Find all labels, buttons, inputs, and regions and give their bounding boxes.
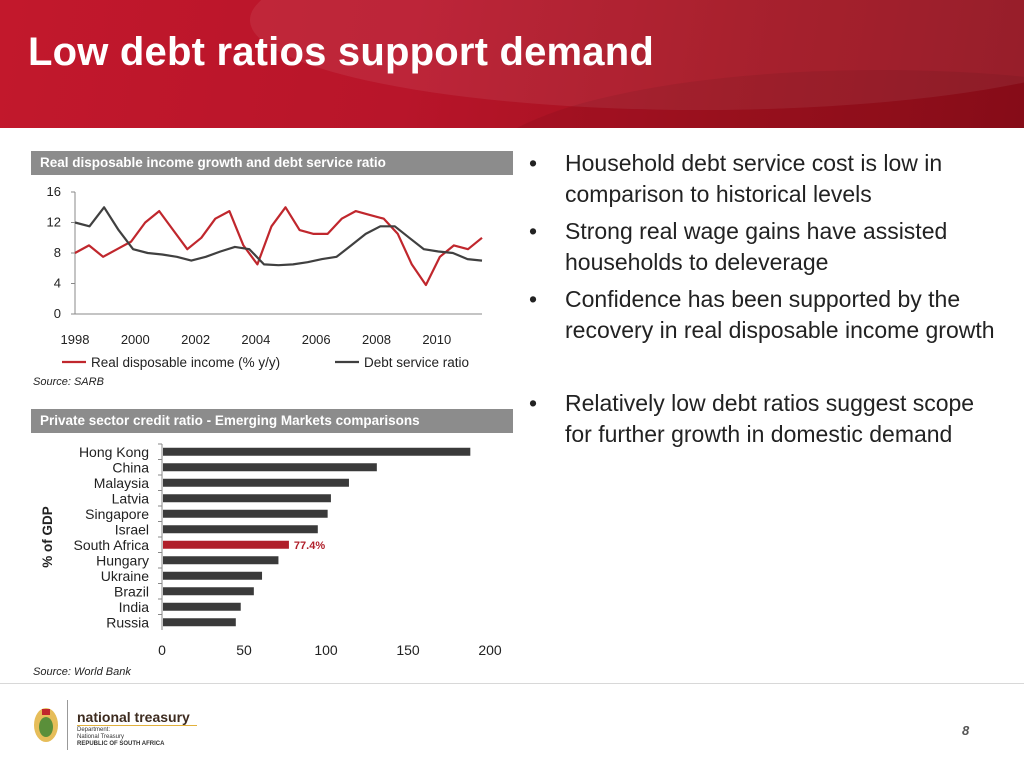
x-tick-label: 2010 [422, 332, 451, 347]
bullet-marker: • [529, 286, 538, 312]
coat-of-arms-icon [34, 700, 68, 750]
y-tick-label: 12 [47, 215, 61, 230]
bar-hungary [163, 556, 279, 565]
legend-label: Debt service ratio [364, 355, 469, 370]
bullet-item: • Strong real wage gains have assisted h… [520, 216, 1000, 278]
bullet-item: • Household debt service cost is low in … [520, 148, 1000, 210]
logo-underline [77, 725, 197, 726]
x-tick-label: 0 [158, 642, 166, 658]
slide-title: Low debt ratios support demand [28, 30, 655, 74]
dept-line: Department: [77, 727, 111, 733]
bullet-marker: • [529, 390, 538, 416]
bullet-marker: • [529, 218, 538, 244]
category-label: Malaysia [94, 475, 149, 491]
x-tick-label: 50 [236, 642, 252, 658]
bar-south-africa [163, 540, 289, 549]
bar-malaysia [163, 478, 349, 487]
chart2-title: Private sector credit ratio - Emerging M… [31, 409, 513, 433]
bar-brazil [163, 587, 254, 596]
category-label: Israel [115, 521, 149, 537]
bullet-item: • Confidence has been supported by the r… [520, 284, 1000, 346]
chart2-source: Source: World Bank [33, 666, 131, 678]
national-treasury-logo: national treasury Department: National T… [27, 697, 197, 752]
x-tick-label: 2008 [362, 332, 391, 347]
bar-india [163, 602, 241, 611]
category-label: India [119, 599, 150, 615]
bar-singapore [163, 509, 328, 518]
bullet-list: • Household debt service cost is low in … [520, 148, 1000, 456]
x-tick-label: 2006 [302, 332, 331, 347]
dept-line: National Treasury [77, 734, 125, 740]
bar-china [163, 463, 377, 472]
x-tick-label: 2000 [121, 332, 150, 347]
category-label: South Africa [74, 537, 150, 553]
category-label: Brazil [114, 583, 149, 599]
category-label: Russia [106, 614, 149, 630]
category-label: Ukraine [101, 568, 149, 584]
series-line-debt-service-ratio [74, 206, 483, 267]
x-tick-label: 1998 [61, 332, 90, 347]
category-label: China [112, 459, 149, 475]
legend-label: Real disposable income (% y/y) [91, 355, 280, 370]
x-tick-label: 2004 [241, 332, 270, 347]
chart1-source: Source: SARB [33, 376, 104, 388]
bar-chart-credit-ratio: Hong KongChinaMalaysiaLatviaSingaporeIsr… [40, 443, 502, 658]
logo-text: national treasury [77, 709, 190, 725]
bullet-text: Strong real wage gains have assisted hou… [565, 218, 948, 275]
bar-israel [163, 525, 318, 534]
x-tick-label: 2002 [181, 332, 210, 347]
page-number: 8 [962, 723, 970, 738]
bar-ukraine [163, 571, 263, 580]
line-chart-income-debt: 0 4 8 12 16 1998 2000 2002 2004 2006 2008 2010 Real … [47, 184, 483, 370]
bullet-marker: • [529, 150, 538, 176]
category-label: Hong Kong [79, 444, 149, 460]
y-axis-title: % of GDP [40, 506, 55, 568]
logo-department: Department: National Treasury REPUBLIC O… [77, 727, 164, 748]
bar-russia [163, 618, 236, 627]
y-tick-label: 8 [54, 245, 61, 260]
chart1-title: Real disposable income growth and debt s… [31, 151, 513, 175]
x-tick-label: 100 [314, 642, 338, 658]
x-tick-label: 150 [396, 642, 420, 658]
category-label: Latvia [112, 490, 150, 506]
slide-header-banner: Low debt ratios support demand [0, 0, 1024, 128]
bullet-item: • Relatively low debt ratios suggest sco… [520, 388, 1000, 450]
y-tick-label: 4 [54, 276, 61, 291]
category-label: Hungary [96, 552, 149, 568]
bullet-text: Household debt service cost is low in co… [565, 150, 943, 207]
dept-line: REPUBLIC OF SOUTH AFRICA [77, 741, 165, 747]
bar-hong-kong [163, 447, 471, 456]
y-tick-label: 0 [54, 306, 61, 321]
bar-latvia [163, 494, 331, 503]
bullet-text: Confidence has been supported by the rec… [565, 286, 995, 343]
bullet-text: Relatively low debt ratios suggest scope… [565, 390, 975, 447]
footer-divider [0, 683, 1024, 684]
y-tick-label: 16 [47, 184, 61, 199]
series-line-real-disposable-income [74, 206, 483, 287]
category-label: Singapore [85, 506, 149, 522]
data-label-south-africa: 77.4% [294, 540, 325, 552]
x-tick-label: 200 [478, 642, 502, 658]
